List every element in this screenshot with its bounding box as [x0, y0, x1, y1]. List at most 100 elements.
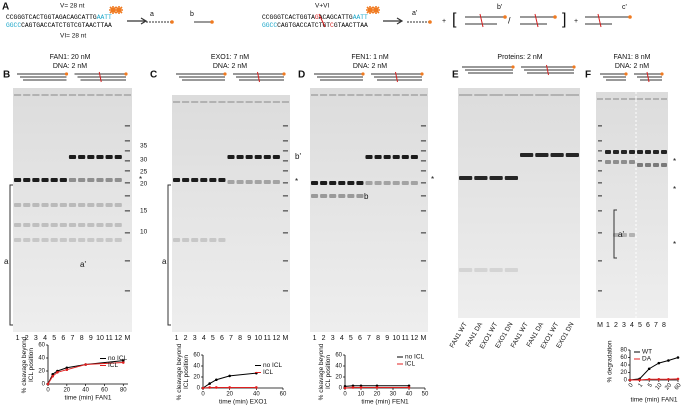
x-tick-label: 80 [120, 388, 127, 394]
well [78, 94, 86, 96]
band [605, 150, 611, 154]
well [565, 94, 579, 96]
band [173, 238, 181, 242]
product-label: + [574, 18, 578, 25]
band [191, 178, 199, 182]
x-tick-label: 20 [664, 382, 673, 391]
band [209, 238, 217, 242]
well [365, 94, 373, 96]
ladder-band [420, 195, 426, 197]
x-tick-label: 40 [253, 392, 260, 398]
lane-label: 1 [175, 335, 179, 342]
data-point [65, 366, 69, 370]
well [621, 98, 627, 100]
band [236, 155, 244, 159]
band [227, 155, 235, 159]
well [653, 98, 659, 100]
well [597, 98, 603, 100]
band [504, 268, 518, 272]
band [114, 238, 122, 242]
lane-label: 5 [211, 335, 215, 342]
band [629, 150, 635, 154]
lane-label: 3 [193, 335, 197, 342]
icl [257, 71, 260, 83]
data-point [628, 378, 632, 382]
label-star [372, 6, 380, 14]
annotation: * [673, 240, 676, 249]
well [419, 94, 427, 96]
lane-label: 6 [646, 322, 650, 329]
lane-label: 11 [105, 335, 112, 342]
band [613, 150, 619, 154]
well [474, 94, 488, 96]
lane-label: 9 [385, 335, 389, 342]
lane-label: 7 [367, 335, 371, 342]
lane-label: 12 [410, 335, 418, 342]
well [374, 94, 382, 96]
marker-label: 20 [140, 181, 148, 188]
band [68, 223, 77, 227]
lane-label: 1 [313, 335, 317, 342]
band [459, 268, 473, 272]
band [474, 268, 488, 272]
y-tick-label: 20 [335, 375, 342, 381]
data-point [407, 386, 411, 389]
x-tick-label: 10 [655, 382, 664, 391]
well [68, 94, 77, 96]
ladder-band [124, 260, 130, 262]
band [245, 180, 253, 184]
ladder-band [282, 150, 288, 152]
band [50, 178, 58, 182]
band [629, 160, 635, 164]
note: V+VI [315, 3, 329, 10]
label-dot [660, 72, 664, 76]
band [392, 181, 400, 185]
band [245, 155, 253, 159]
well [14, 94, 22, 96]
icl [597, 13, 602, 28]
band [227, 180, 235, 184]
ladder-band [124, 195, 130, 197]
band [173, 178, 181, 182]
band [565, 153, 579, 157]
well [209, 101, 217, 103]
annotation: a [4, 257, 9, 266]
band [14, 223, 22, 227]
legend-label: ICL [263, 369, 274, 376]
product-label: a [150, 11, 154, 18]
band [105, 203, 113, 207]
band [263, 155, 271, 159]
band [374, 181, 382, 185]
well [281, 101, 289, 103]
ladder-band [124, 232, 130, 234]
well [392, 94, 400, 96]
product-label: / [508, 15, 511, 25]
lane-label: 12 [272, 335, 280, 342]
lane-label: 11 [264, 335, 271, 342]
panel-header: FEN1: 1 nM [351, 54, 389, 61]
band [32, 203, 40, 207]
band [489, 268, 503, 272]
well [661, 98, 667, 100]
label-dot [170, 20, 174, 24]
data-point [121, 359, 125, 362]
band [87, 178, 95, 182]
ladder-band [282, 210, 288, 212]
band [50, 238, 58, 242]
band [392, 155, 400, 159]
lane-label: 3 [622, 322, 626, 329]
well [218, 101, 226, 103]
lane-label: 2 [184, 335, 188, 342]
ladder-band [598, 182, 602, 184]
band [41, 178, 49, 182]
gel [310, 88, 428, 332]
well [504, 94, 518, 96]
band [114, 178, 122, 182]
panel-header: EXO1: 7 nM [211, 54, 249, 61]
label-dot [628, 15, 632, 19]
x-axis-label: time (min) EXO1 [219, 399, 267, 405]
lane-label: 7 [71, 335, 75, 342]
y-tick-label: 0 [624, 378, 628, 384]
well [637, 98, 643, 100]
